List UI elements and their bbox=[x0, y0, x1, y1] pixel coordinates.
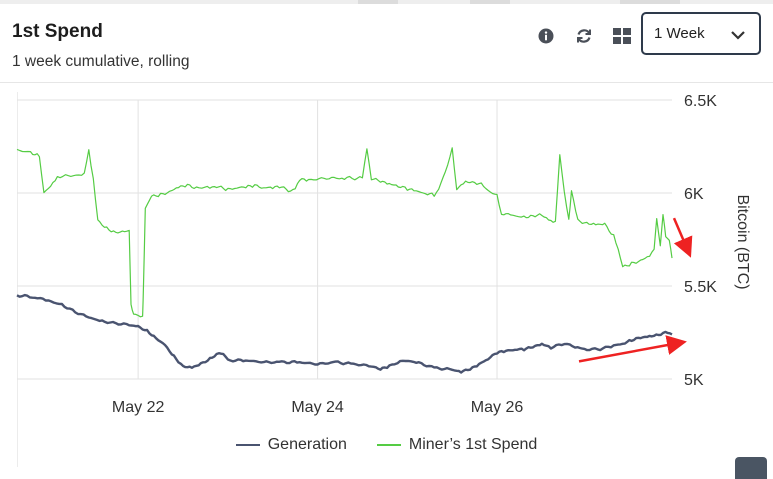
grid-view-icon[interactable] bbox=[612, 26, 632, 46]
annotation-arrows bbox=[578, 217, 693, 363]
chart-title: 1st Spend bbox=[12, 21, 103, 42]
chart-left-border bbox=[17, 92, 18, 467]
chevron-down-icon bbox=[731, 27, 745, 44]
time-range-select[interactable]: 1 Week bbox=[641, 12, 761, 55]
y-tick-label: 6.5K bbox=[684, 93, 717, 110]
chart-legend: Generation Miner’s 1st Spend bbox=[0, 436, 773, 454]
axis-tick-labels: 5K 5.5K 6K 6.5K May 22 May 24 May 26 bbox=[112, 93, 717, 416]
y-tick-label: 6K bbox=[684, 186, 704, 203]
x-tick-label: May 22 bbox=[112, 399, 165, 416]
x-tick-label: May 26 bbox=[471, 399, 524, 416]
grid-lines bbox=[17, 99, 672, 380]
floating-action-button[interactable] bbox=[735, 457, 767, 479]
series-lines bbox=[16, 147, 673, 374]
top-tab-handle bbox=[358, 0, 398, 4]
card-header: 1st Spend 1 week cumulative, rolling bbox=[0, 4, 773, 83]
y-tick-label: 5.5K bbox=[684, 279, 717, 296]
y-tick-label: 5K bbox=[684, 372, 704, 389]
top-tab-handle bbox=[470, 0, 510, 4]
y-axis-label: Bitcoin (BTC) bbox=[734, 194, 751, 289]
legend-swatch-miners-1st-spend bbox=[376, 444, 401, 446]
top-tab-handle bbox=[620, 0, 680, 4]
legend-swatch-generation bbox=[235, 444, 260, 446]
chart-subtitle: 1 week cumulative, rolling bbox=[12, 53, 190, 70]
line-chart: 5K 5.5K 6K 6.5K May 22 May 24 May 26 Bitcoin (… bbox=[16, 93, 751, 416]
annotation-arrow-generation bbox=[578, 335, 687, 363]
x-tick-label: May 24 bbox=[291, 399, 344, 416]
legend-item-generation[interactable]: Generation bbox=[235, 436, 347, 454]
legend-item-miners-1st-spend[interactable]: Miner’s 1st Spend bbox=[376, 436, 538, 454]
legend-label-miners-1st-spend: Miner’s 1st Spend bbox=[408, 436, 538, 453]
legend-label-generation: Generation bbox=[267, 436, 347, 453]
annotation-arrow-spend bbox=[672, 217, 693, 258]
series-line-generation bbox=[16, 293, 673, 374]
time-range-value: 1 Week bbox=[654, 25, 705, 42]
info-icon[interactable] bbox=[536, 26, 556, 46]
series-line-miners-1st-spend bbox=[16, 147, 673, 318]
refresh-icon[interactable] bbox=[574, 26, 594, 46]
